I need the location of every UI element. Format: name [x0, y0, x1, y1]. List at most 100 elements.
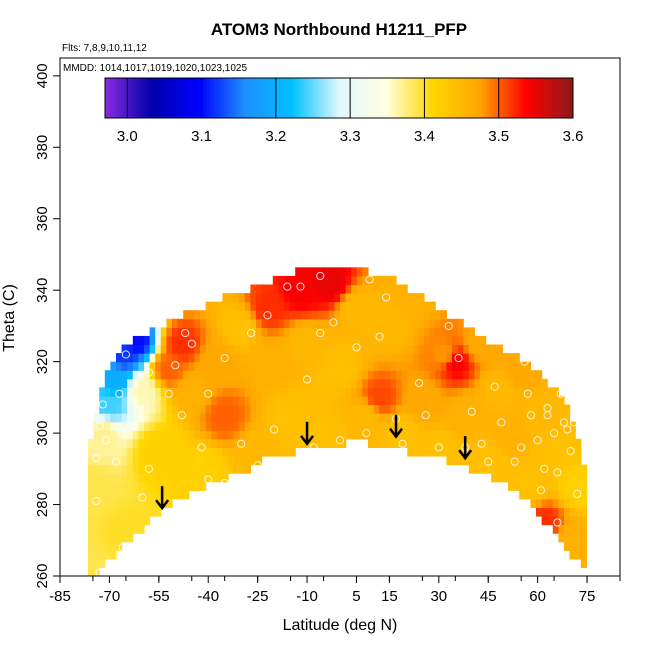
heatmap-cell: [93, 567, 100, 576]
heatmap-cell: [110, 515, 117, 526]
colorbar-swatch: [367, 78, 371, 118]
heatmap-cell: [183, 455, 190, 466]
colorbar-swatch: [479, 78, 483, 118]
heatmap-cell: [373, 327, 380, 337]
heatmap-cell: [373, 293, 380, 303]
colorbar-swatch: [380, 78, 384, 118]
heatmap-cell: [575, 481, 582, 491]
y-tick-label: 300: [34, 421, 51, 446]
heatmap-cell: [110, 395, 117, 406]
heatmap-cell: [435, 344, 442, 354]
heatmap-cell: [541, 387, 548, 397]
colorbar-swatch: [359, 78, 363, 118]
heatmap-cell: [132, 335, 139, 346]
heatmap-cell: [575, 447, 582, 457]
heatmap-cell: [356, 310, 363, 320]
heatmap-cell: [295, 421, 302, 431]
heatmap-cell: [491, 430, 498, 440]
heatmap-cell: [317, 301, 324, 311]
colorbar-swatch: [495, 78, 499, 118]
heatmap-cell: [244, 344, 251, 354]
heatmap-cell: [569, 447, 576, 457]
heatmap-cell: [496, 387, 503, 397]
y-tick-label: 400: [34, 63, 51, 88]
heatmap-cell: [328, 275, 335, 286]
heatmap-cell: [373, 353, 380, 363]
heatmap-cell: [496, 430, 503, 440]
heatmap-cell: [188, 353, 195, 363]
heatmap-cell: [558, 524, 565, 534]
heatmap-cell: [340, 370, 347, 380]
heatmap-cell: [284, 301, 291, 311]
heatmap-cell: [407, 344, 414, 354]
heatmap-cell: [373, 387, 380, 397]
heatmap-cell: [239, 310, 246, 320]
heatmap-cell: [379, 438, 386, 448]
heatmap-cell: [222, 310, 229, 320]
colorbar-swatch: [411, 78, 415, 118]
heatmap-cell: [194, 361, 201, 371]
heatmap-cell: [200, 455, 207, 466]
heatmap-cell: [418, 353, 425, 363]
colorbar-swatch: [307, 78, 311, 118]
heatmap-cell: [256, 344, 263, 354]
heatmap-cell: [267, 361, 274, 371]
heatmap-cell: [188, 481, 195, 491]
heatmap-cell: [513, 481, 520, 491]
heatmap-cell: [233, 413, 240, 423]
heatmap-cell: [110, 378, 117, 388]
heatmap-cell: [356, 404, 363, 414]
colorbar-swatch: [437, 78, 441, 118]
heatmap-cell: [149, 395, 156, 406]
heatmap-cell: [496, 344, 503, 354]
heatmap-cell: [340, 284, 347, 294]
heatmap-cell: [132, 498, 139, 509]
heatmap-cell: [468, 353, 475, 363]
heatmap-cell: [463, 404, 470, 414]
heatmap-cell: [289, 318, 296, 328]
y-tick-label: 320: [34, 349, 51, 374]
heatmap-cell: [513, 447, 520, 457]
colorbar-swatch: [541, 78, 545, 118]
heatmap-cell: [267, 413, 274, 423]
heatmap-cell: [250, 387, 257, 397]
heatmap-cell: [407, 327, 414, 337]
y-tick-label: 340: [34, 278, 51, 303]
y-tick-label: 260: [34, 563, 51, 588]
heatmap-cell: [407, 370, 414, 380]
heatmap-cell: [379, 275, 386, 286]
heatmap-cell: [295, 413, 302, 423]
heatmap-cell: [256, 284, 263, 294]
heatmap-cell: [295, 378, 302, 388]
heatmap-cell: [149, 473, 156, 483]
heatmap-cell: [508, 481, 515, 491]
sample-point: [484, 457, 493, 466]
heatmap-cell: [127, 515, 134, 526]
heatmap-cell: [323, 284, 330, 294]
heatmap-cell: [239, 464, 246, 474]
heatmap-cell: [284, 421, 291, 431]
heatmap-cell: [351, 395, 358, 406]
heatmap-cell: [306, 310, 313, 320]
heatmap-cell: [496, 404, 503, 414]
sample-point: [526, 411, 536, 420]
heatmap-cell: [183, 404, 190, 414]
heatmap-cell: [334, 361, 341, 371]
heatmap-cell: [312, 370, 319, 380]
colorbar-swatch: [271, 78, 275, 118]
heatmap-cell: [166, 378, 173, 388]
heatmap-cell: [435, 335, 442, 346]
heatmap-cell: [284, 284, 291, 294]
heatmap-cell: [508, 404, 515, 414]
heatmap-cell: [373, 370, 380, 380]
heatmap-cell: [211, 370, 218, 380]
heatmap-cell: [300, 370, 307, 380]
tropopause-arrow: [389, 414, 403, 439]
heatmap-cell: [300, 293, 307, 303]
heatmap-cell: [138, 353, 145, 363]
heatmap-cell: [228, 327, 235, 337]
colorbar-swatch: [188, 78, 192, 118]
heatmap-cell: [166, 438, 173, 448]
heatmap-cell: [228, 395, 235, 406]
heatmap-cell: [244, 335, 251, 346]
